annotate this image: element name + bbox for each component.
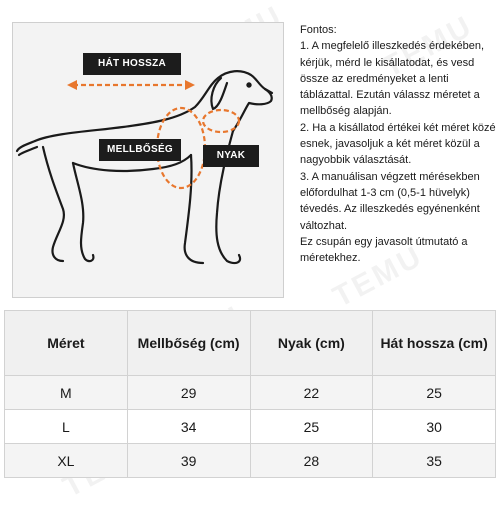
cell-size: M — [4, 375, 128, 410]
table-row: L 34 25 30 — [4, 409, 496, 444]
notes-line: 1. A megfelelő illeszkedés érdekében, ké… — [300, 40, 485, 118]
notes-line: Ez csupán egy javasolt útmutató a mérete… — [300, 235, 468, 265]
back-length-label: HÁT HOSSZA — [83, 53, 181, 75]
cell-chest: 34 — [126, 409, 251, 444]
header-neck: Nyak (cm) — [249, 310, 374, 376]
important-notes: Fontos: 1. A megfelelő illeszkedés érdek… — [300, 22, 496, 266]
header-chest: Mellbőség (cm) — [126, 310, 251, 376]
cell-back-length: 30 — [372, 409, 496, 444]
cell-neck: 25 — [249, 409, 374, 444]
cell-neck: 22 — [249, 375, 374, 410]
neck-label: NYAK — [203, 145, 259, 167]
table-row: XL 39 28 35 — [4, 443, 496, 478]
cell-size: XL — [4, 443, 128, 478]
dog-measurement-illustration: HÁT HOSSZA MELLBŐSÉG NYAK — [12, 22, 284, 298]
cell-back-length: 35 — [372, 443, 496, 478]
dog-outline-icon — [15, 70, 274, 265]
cell-chest: 39 — [126, 443, 251, 478]
header-back-length: Hát hossza (cm) — [372, 310, 496, 376]
table-header-row: Méret Mellbőség (cm) Nyak (cm) Hát hossz… — [4, 310, 496, 376]
notes-title: Fontos: — [300, 24, 337, 36]
cell-back-length: 25 — [372, 375, 496, 410]
cell-size: L — [4, 409, 128, 444]
notes-line: 2. Ha a kisállatod értékei két méret köz… — [300, 121, 496, 167]
cell-neck: 28 — [249, 443, 374, 478]
cell-chest: 29 — [126, 375, 251, 410]
size-chart-table: Méret Mellbőség (cm) Nyak (cm) Hát hossz… — [4, 310, 496, 478]
chest-label: MELLBŐSÉG — [99, 139, 181, 161]
header-size: Méret — [4, 310, 128, 376]
table-row: M 29 22 25 — [4, 375, 496, 410]
notes-line: 3. A manuálisan végzett mérésekben előfo… — [300, 170, 480, 232]
